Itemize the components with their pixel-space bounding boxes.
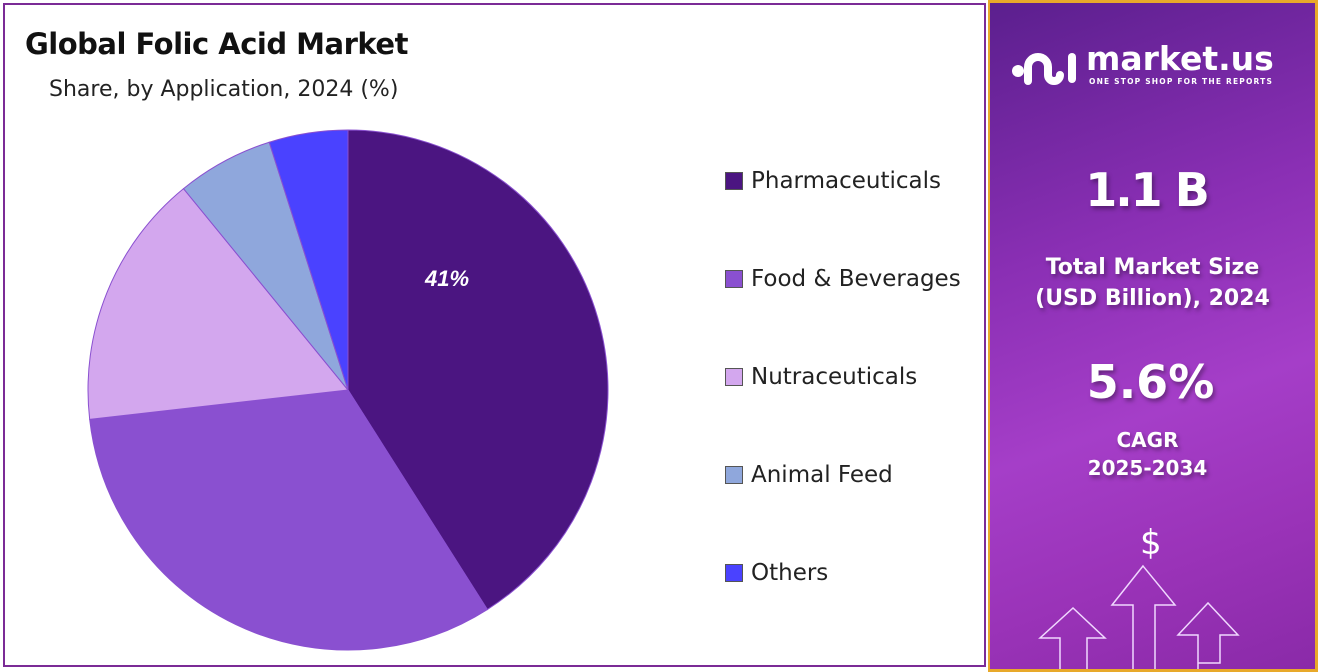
pie-slice-pharmaceuticals [347,129,609,611]
legend-item: Others [725,560,828,586]
pie-chart: 41% [87,129,609,651]
legend-swatch [725,466,743,484]
cagr-value: 5.6% [1086,355,1215,409]
legend-label: Others [751,560,829,586]
legend-swatch [725,172,743,190]
legend-swatch [725,368,743,386]
growth-arrows-icon [1038,564,1240,669]
market-size-unit: (USD Billion), 2024 [1035,286,1270,311]
legend-swatch [725,270,743,288]
legend-label: Animal Feed [751,462,893,488]
chart-subtitle: Share, by Application, 2024 (%) [49,77,399,102]
market-size-label: Total Market Size [1045,255,1260,280]
chart-title: Global Folic Acid Market [25,27,408,61]
legend-item: Pharmaceuticals [725,168,941,194]
legend-label: Food & Beverages [751,266,961,292]
dollar-icon: $ [1140,523,1162,563]
market-us-logo-icon [1012,53,1076,85]
legend-item: Food & Beverages [725,266,961,292]
market-size-value: 1.1 B [1085,163,1210,217]
legend-item: Nutraceuticals [725,364,917,390]
summary-panel: market.us ONE STOP SHOP FOR THE REPORTS … [988,0,1318,672]
legend-item: Animal Feed [725,462,893,488]
pie-slice-nutraceuticals [87,187,349,420]
legend-label: Pharmaceuticals [751,168,941,194]
cagr-period: 2025-2034 [1087,456,1208,480]
data-label-pharmaceuticals: 41% [424,266,469,291]
legend-label: Nutraceuticals [751,364,918,390]
pie-slice-others [268,129,349,391]
logo-text: market.us [1086,39,1274,78]
legend-swatch [725,564,743,582]
logo-tagline: ONE STOP SHOP FOR THE REPORTS [1089,77,1274,86]
pie-slice-food-beverages [89,389,489,651]
cagr-label: CAGR [1116,428,1179,452]
chart-panel: Global Folic Acid Market Share, by Appli… [3,3,986,667]
